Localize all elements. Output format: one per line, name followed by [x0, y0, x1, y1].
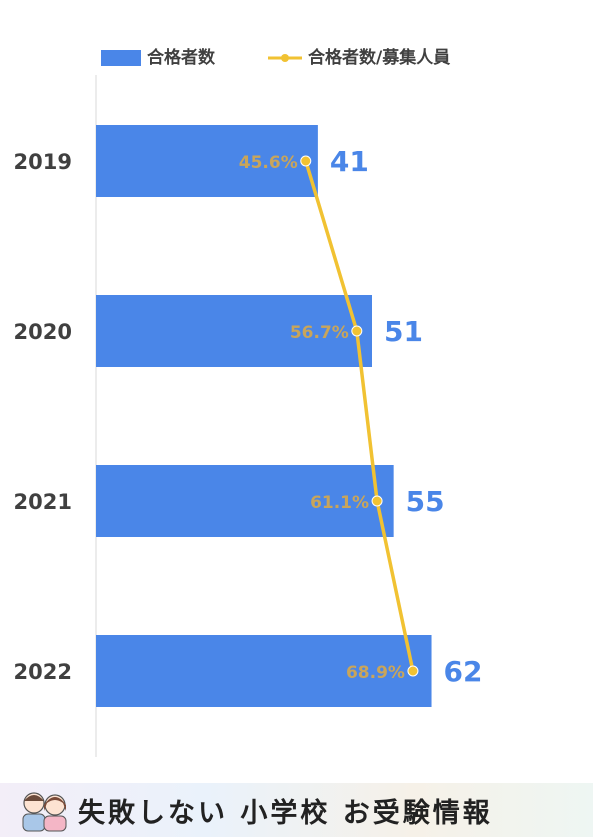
legend: 合格者数 合格者数/募集人員	[101, 47, 450, 68]
bar-2020	[96, 295, 372, 367]
category-label-2019: 2019	[14, 150, 72, 174]
category-label-2021: 2021	[14, 490, 72, 514]
rate-label-2019: 45.6%	[239, 153, 298, 173]
rate-label-2021: 61.1%	[310, 493, 369, 513]
rate-labels: 45.6% 56.7% 61.1% 68.9%	[239, 153, 405, 683]
children-illustration-icon	[22, 792, 67, 832]
bar-value-label-2022: 62	[444, 655, 483, 688]
rate-marker-2020	[351, 325, 363, 337]
category-labels: 2019 2020 2021 2022	[14, 150, 72, 684]
rate-marker-2021	[371, 495, 383, 507]
category-label-2022: 2022	[14, 660, 72, 684]
footer-title: 失敗しない 小学校 お受験情報	[78, 798, 493, 829]
legend-line-label: 合格者数/募集人員	[308, 47, 450, 68]
bar-2022	[96, 635, 432, 707]
rate-marker-2022	[407, 665, 419, 677]
rate-line	[304, 160, 415, 672]
bar-value-labels: 41 51 55 62	[330, 145, 483, 688]
bar-value-label-2019: 41	[330, 145, 369, 178]
bar-value-label-2020: 51	[384, 315, 423, 348]
legend-bar-label: 合格者数	[147, 47, 216, 68]
rate-label-2022: 68.9%	[346, 663, 405, 683]
legend-line-marker	[281, 54, 289, 62]
legend-bar-swatch	[101, 50, 141, 66]
bar-2021	[96, 465, 394, 537]
rate-markers	[300, 155, 419, 677]
rate-marker-2019	[300, 155, 312, 167]
chart: 合格者数 合格者数/募集人員 2019 2020 2021 2022 41 51 55 62…	[14, 47, 483, 757]
bar-2019	[96, 125, 318, 197]
rate-label-2020: 56.7%	[290, 323, 349, 343]
bars-group	[96, 125, 432, 707]
bar-value-label-2021: 55	[406, 485, 445, 518]
category-label-2020: 2020	[14, 320, 72, 344]
footer-banner: 失敗しない 小学校 お受験情報	[0, 783, 593, 837]
